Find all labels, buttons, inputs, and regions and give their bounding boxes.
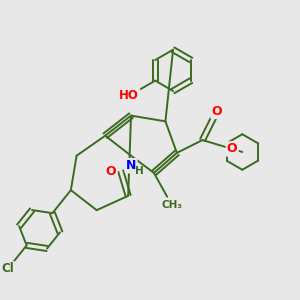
Text: CH₃: CH₃ bbox=[161, 200, 182, 211]
Text: HO: HO bbox=[119, 89, 139, 102]
Text: Cl: Cl bbox=[2, 262, 14, 275]
Text: O: O bbox=[106, 165, 116, 178]
Text: O: O bbox=[227, 142, 238, 155]
Text: N: N bbox=[126, 159, 136, 172]
Text: H: H bbox=[135, 167, 144, 176]
Text: O: O bbox=[212, 105, 222, 118]
